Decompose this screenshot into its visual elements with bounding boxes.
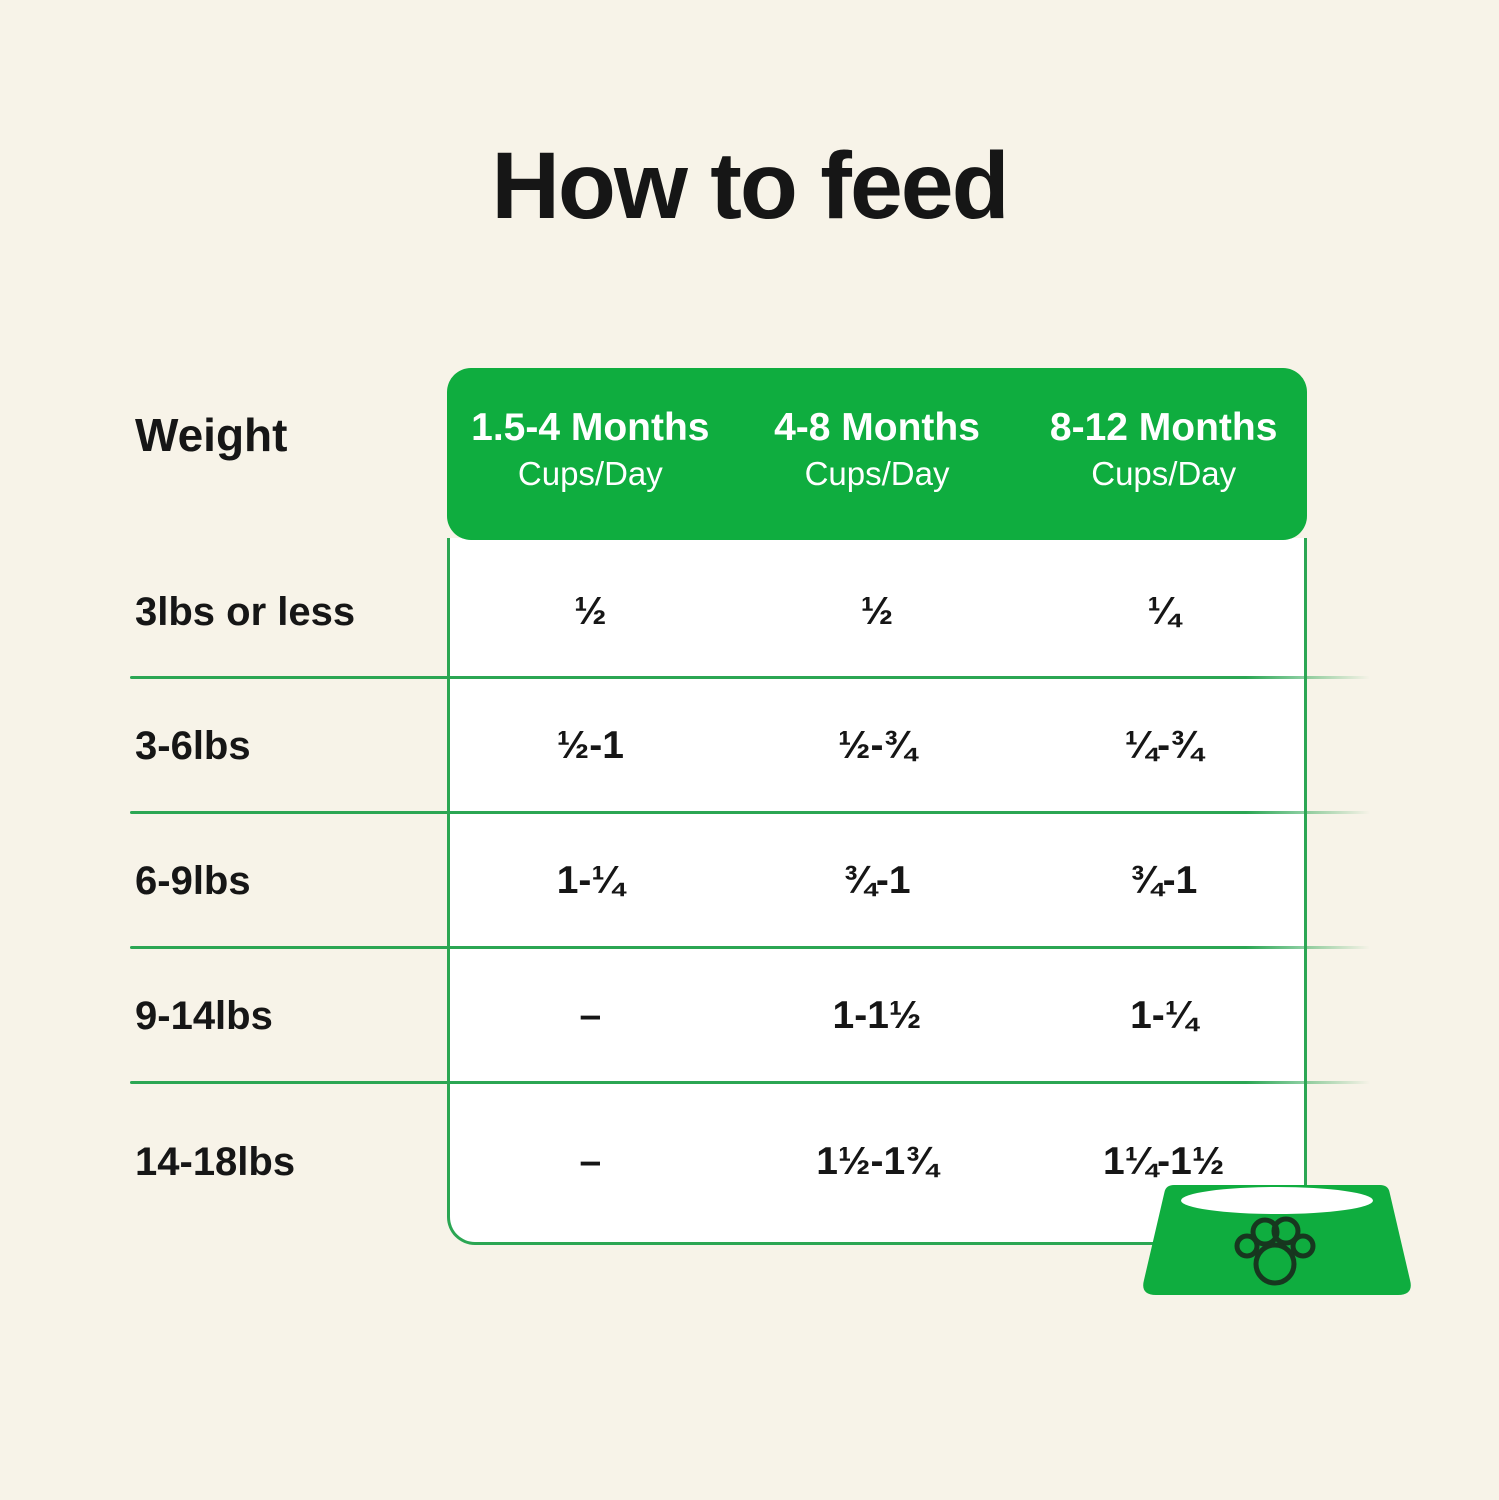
table-header: 1.5-4 Months Cups/Day 4-8 Months Cups/Da… xyxy=(447,368,1307,540)
row-values: – 1½-1¾ 1¼-1½ xyxy=(447,1136,1307,1188)
row-value-cell: ½-1 xyxy=(556,724,624,767)
row-weight-label: 9-14lbs xyxy=(135,994,273,1038)
row-weight-label: 3lbs or less xyxy=(135,590,356,634)
row-separator xyxy=(130,946,1370,949)
dog-bowl-icon xyxy=(1143,1185,1411,1295)
row-value-cell: ½ xyxy=(574,590,607,633)
table-row: 3-6lbs ½-1 ½-¾ ¼-¾ xyxy=(0,720,1499,772)
row-value-cell: 1-¼ xyxy=(1130,994,1198,1037)
age-range-label: 8-12 Months xyxy=(1049,406,1278,450)
row-weight-label: 14-18lbs xyxy=(135,1140,296,1184)
column-header-age-group-1: 1.5-4 Months Cups/Day xyxy=(447,405,734,496)
table-row: 14-18lbs – 1½-1¾ 1¼-1½ xyxy=(0,1136,1499,1188)
bowl-opening xyxy=(1181,1187,1373,1214)
unit-label: Cups/Day xyxy=(517,455,663,493)
row-weight-label: 3-6lbs xyxy=(135,724,251,768)
unit-label: Cups/Day xyxy=(804,455,950,493)
age-range-label: 4-8 Months xyxy=(774,406,980,450)
row-value-cell: ½ xyxy=(860,590,894,633)
weight-column-header: Weight xyxy=(135,409,288,461)
row-value-cell: ½-¾ xyxy=(837,724,917,767)
row-separator xyxy=(130,1081,1370,1084)
row-value-cell: – xyxy=(579,1140,602,1183)
row-value-cell: ¼ xyxy=(1147,590,1180,633)
column-header-age-group-3: 8-12 Months Cups/Day xyxy=(1020,405,1307,496)
row-separator xyxy=(130,676,1370,679)
row-weight-label: 6-9lbs xyxy=(135,859,251,903)
row-values: 1-¼ ¾-1 ¾-1 xyxy=(447,855,1307,907)
row-value-cell: ¾-1 xyxy=(843,859,911,902)
unit-label: Cups/Day xyxy=(1091,455,1237,493)
table-row: 6-9lbs 1-¼ ¾-1 ¾-1 xyxy=(0,855,1499,907)
row-values: – 1-1½ 1-¼ xyxy=(447,990,1307,1042)
row-value-cell: 1½-1¾ xyxy=(816,1140,938,1183)
row-value-cell: ¼-¾ xyxy=(1124,724,1203,767)
row-value-cell: 1¼-1½ xyxy=(1102,1140,1225,1183)
row-value-cell: 1-1½ xyxy=(832,994,922,1037)
age-range-label: 1.5-4 Months xyxy=(471,406,710,450)
column-header-age-group-2: 4-8 Months Cups/Day xyxy=(734,405,1021,496)
row-separator xyxy=(130,811,1370,814)
row-value-cell: – xyxy=(579,994,602,1037)
row-values: ½ ½ ¼ xyxy=(447,586,1307,638)
page-title: How to feed xyxy=(491,133,1009,239)
table-body xyxy=(447,538,1307,1245)
row-value-cell: ¾-1 xyxy=(1130,859,1198,902)
row-values: ½-1 ½-¾ ¼-¾ xyxy=(447,720,1307,772)
paw-print-icon xyxy=(1234,1216,1316,1286)
table-row: 3lbs or less ½ ½ ¼ xyxy=(0,586,1499,638)
row-value-cell: 1-¼ xyxy=(556,859,624,902)
table-row: 9-14lbs – 1-1½ 1-¼ xyxy=(0,990,1499,1042)
